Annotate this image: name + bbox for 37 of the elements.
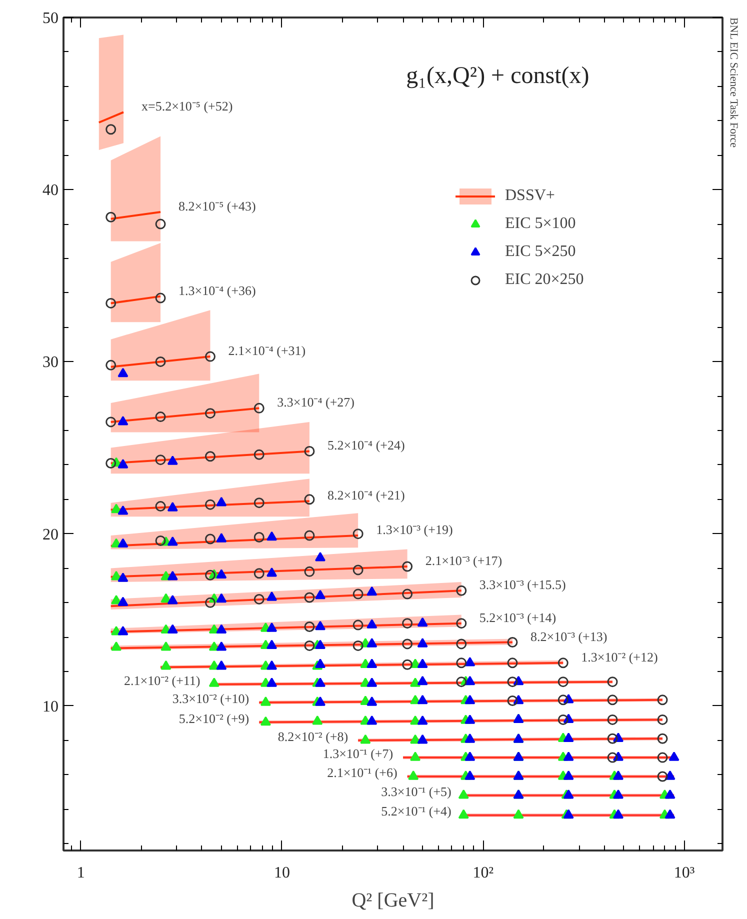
x-tick-label: 10: [274, 864, 290, 882]
text: BNL EIC Science Task Force: [728, 18, 740, 148]
y-tick-label: 30: [42, 354, 58, 372]
legend-label: EIC 5×250: [505, 243, 576, 261]
annotation: 1.3×10⁻² (+12): [581, 649, 658, 664]
annotation: 8.2×10⁻⁴ (+21): [327, 488, 405, 503]
annotation: 2.1×10⁻³ (+17): [425, 553, 502, 568]
annotation: 1.3×10⁻³ (+19): [376, 522, 453, 538]
legend-label: EIC 20×250: [505, 271, 584, 289]
annotation: 5.2×10⁻¹ (+4): [381, 804, 452, 819]
y-tick-label: 10: [42, 698, 58, 716]
annotation: 5.2×10⁻² (+9): [178, 710, 250, 726]
annotation: 8.2×10⁻² (+8): [278, 728, 348, 744]
y-tick-label: 40: [42, 182, 58, 200]
x-tick-label: 10³: [674, 864, 695, 882]
annotation: x=5.2×10⁻⁵ (+52): [142, 98, 233, 114]
legend-label: DSSV+: [505, 187, 555, 205]
x-axis-title: Q² [GeV²]: [352, 890, 434, 912]
y-tick-label: 20: [42, 526, 58, 544]
x-tick-label: 10²: [472, 864, 494, 882]
y-tick-label: 50: [42, 10, 58, 27]
annotation: 3.3×10⁻¹ (+5): [381, 784, 452, 799]
annotation: 1.3×10⁻¹ (+7): [322, 746, 394, 762]
annotation: 5.2×10⁻³ (+14): [479, 610, 556, 625]
annotation: 2.1×10⁻⁴ (+31): [228, 343, 306, 358]
annotation: 3.3×10⁻⁴ (+27): [277, 394, 354, 410]
annotation: 3.3×10⁻² (+10): [172, 690, 250, 706]
x-tick-label: 1: [76, 864, 85, 882]
text: g₁(x,Q²) + const(x): [406, 62, 590, 89]
annotation: 3.3×10⁻³ (+15.5): [479, 577, 566, 592]
annotation: 1.3×10⁻⁴ (+36): [178, 282, 256, 298]
annotation: 8.2×10⁻³ (+13): [530, 628, 608, 644]
annotation: 8.2×10⁻⁵ (+43): [178, 198, 256, 214]
annotation: 5.2×10⁻⁴ (+24): [327, 438, 405, 453]
annotation: 2.1×10⁻¹ (+6): [327, 764, 398, 780]
legend-label: EIC 5×100: [505, 215, 576, 233]
annotation: 2.1×10⁻² (+11): [124, 672, 200, 688]
